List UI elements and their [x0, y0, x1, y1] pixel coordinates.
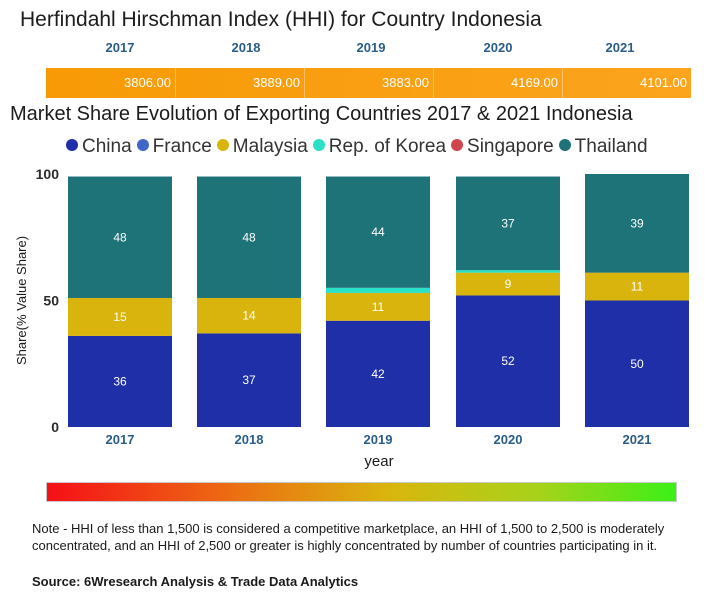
data-label: 48 — [113, 230, 127, 244]
data-label: 15 — [113, 310, 127, 324]
hhi-separator — [562, 68, 563, 98]
bar-segment-china — [197, 333, 301, 427]
hhi-value: 3883.00 — [382, 75, 429, 90]
bar-segment-rep-of-korea — [326, 287, 430, 293]
legend-item: Malaysia — [216, 136, 308, 158]
data-label: 11 — [631, 280, 644, 294]
legend-item: Thailand — [558, 136, 648, 158]
legend-label: Malaysia — [232, 136, 308, 157]
legend-swatch — [136, 139, 149, 151]
legend-swatch — [451, 139, 464, 151]
bar-segment-china — [68, 335, 172, 427]
hhi-year-row: 2017 2018 2019 2020 2021 — [46, 40, 691, 60]
legend-item: Singapore — [451, 136, 554, 158]
data-label: 11 — [372, 300, 385, 314]
y-tick-label: 0 — [51, 419, 59, 435]
bar-segment-malaysia — [326, 292, 430, 321]
chart-title: Market Share Evolution of Exporting Coun… — [10, 103, 633, 125]
x-tick-label: 2021 — [623, 432, 652, 447]
x-tick-label: 2017 — [106, 432, 135, 447]
data-label: 44 — [371, 225, 385, 239]
bar-segment-thailand — [68, 176, 172, 298]
bar-segment-malaysia — [456, 272, 560, 296]
data-label: 9 — [505, 277, 512, 291]
hhi-value-bar: 3806.00 3889.00 3883.00 4169.00 4101.00 — [46, 68, 691, 98]
hhi-separator — [433, 68, 434, 98]
legend-label: Singapore — [467, 136, 554, 157]
legend-swatch — [216, 139, 229, 151]
data-label: 52 — [501, 354, 515, 368]
x-tick-label: 2020 — [494, 432, 523, 447]
bar-segment-thailand — [197, 176, 301, 298]
data-label: 36 — [113, 374, 127, 388]
legend-label: Rep. of Korea — [328, 136, 447, 157]
hhi-separator — [304, 68, 305, 98]
chart-legend: China France Malaysia Rep. of Korea Singapor… — [66, 136, 706, 162]
bar-segment-thailand — [456, 176, 560, 271]
data-label: 14 — [242, 309, 256, 323]
data-label: 37 — [501, 216, 515, 230]
legend-swatch — [66, 139, 78, 151]
y-tick-label: 100 — [36, 166, 60, 182]
legend-item: France — [136, 136, 212, 158]
hhi-year-label: 2017 — [105, 40, 135, 55]
legend-swatch — [312, 139, 325, 151]
legend-item: Rep. of Korea — [312, 136, 447, 158]
hhi-value: 3889.00 — [253, 75, 300, 90]
data-label: 39 — [630, 216, 644, 230]
hhi-note: Note - HHI of less than 1,500 is conside… — [32, 521, 665, 553]
legend-label: Thailand — [574, 136, 648, 157]
bar-segment-malaysia — [197, 297, 301, 334]
x-axis-label: year — [364, 453, 393, 470]
x-tick-label: 2018 — [235, 432, 264, 447]
bar-segment-china — [326, 320, 430, 427]
hhi-value: 4169.00 — [511, 75, 558, 90]
x-tick-label: 2019 — [364, 432, 393, 447]
source-text: Source: 6Wresearch Analysis & Trade Data… — [32, 574, 359, 589]
concentration-scale-bar — [46, 482, 677, 502]
data-label: 48 — [242, 230, 256, 244]
legend-label: China — [82, 136, 132, 157]
hhi-title: Herfindahl Hirschman Index (HHI) for Cou… — [20, 8, 542, 31]
legend-label: France — [152, 136, 212, 157]
data-label: 37 — [242, 373, 256, 387]
y-axis-label: Share(% Value Share) — [14, 236, 29, 365]
bar-segment-malaysia — [68, 297, 172, 336]
bar-segment-malaysia — [585, 272, 689, 301]
data-label: 50 — [630, 357, 644, 371]
hhi-year-label: 2019 — [356, 40, 386, 55]
stacked-bar-chart: 0 50 100 Share(% Value Share) 36 15 48 2017 37 14… — [14, 166, 689, 470]
data-label: 42 — [371, 367, 385, 381]
bar-segment-china — [585, 300, 689, 427]
legend-item: China — [66, 136, 132, 158]
hhi-year-label: 2020 — [483, 40, 513, 55]
hhi-value: 3806.00 — [124, 75, 171, 90]
bar-segment-thailand — [585, 174, 689, 273]
bar-segment-rep-of-korea — [456, 270, 560, 273]
hhi-year-label: 2018 — [231, 40, 261, 55]
y-tick-label: 50 — [43, 293, 59, 309]
hhi-year-label: 2021 — [605, 40, 635, 55]
hhi-value: 4101.00 — [640, 75, 687, 90]
bar-segment-china — [456, 295, 560, 427]
legend-swatch — [558, 139, 571, 151]
hhi-separator — [175, 68, 176, 98]
bar-segment-thailand — [326, 176, 430, 288]
